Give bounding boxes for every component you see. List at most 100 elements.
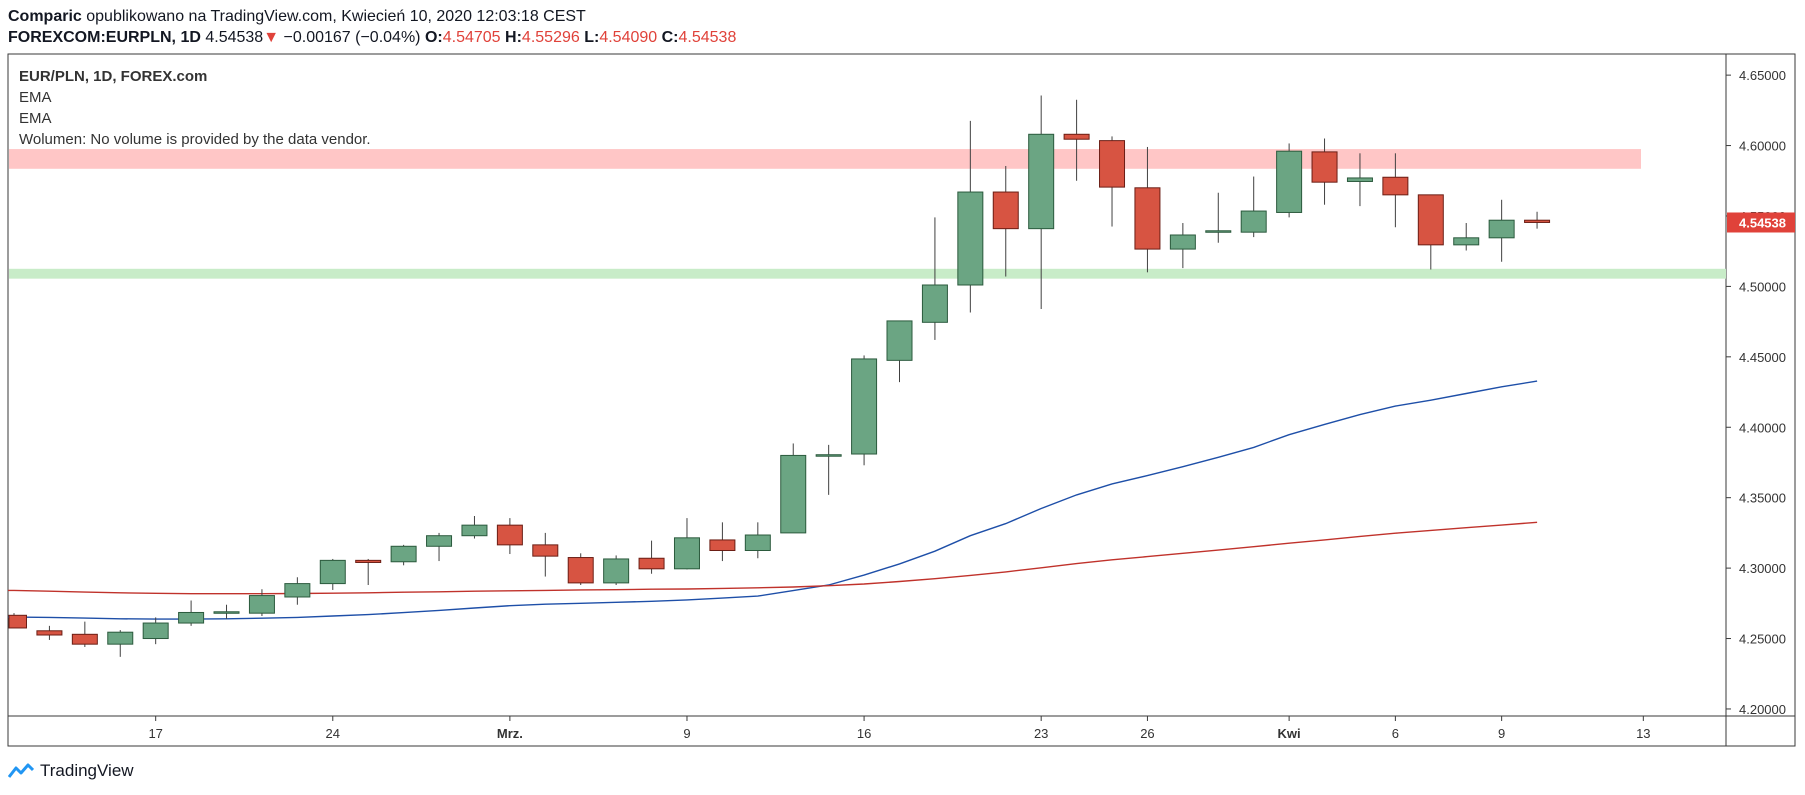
candle [532, 532, 559, 577]
candle-body [71, 633, 98, 645]
candle-body [957, 191, 984, 286]
candle-body [567, 557, 594, 584]
candle-body [921, 284, 948, 323]
candle-body [36, 630, 63, 636]
legend-ema-fast[interactable]: EMA [19, 89, 52, 106]
candle [1028, 95, 1055, 309]
candle [1205, 192, 1232, 243]
candle [886, 320, 913, 383]
candle [921, 217, 948, 340]
legend-volume[interactable]: Wolumen: No volume is provided by the da… [19, 131, 371, 148]
candle-body [886, 320, 913, 361]
down-arrow-icon: ▼ [263, 29, 280, 46]
last-price-badge [1727, 212, 1795, 233]
x-tick-label: 17 [148, 726, 162, 741]
candle [638, 540, 665, 574]
support-zone [9, 268, 1726, 279]
candle-body [1524, 219, 1551, 223]
y-tick-label: 4.40000 [1739, 420, 1786, 435]
y-tick-label: 4.25000 [1739, 632, 1786, 647]
candle [851, 355, 878, 466]
x-tick-label: 13 [1636, 726, 1650, 741]
candle-body [355, 559, 382, 563]
chart-header: Comparic opublikowano na TradingView.com… [8, 6, 736, 48]
candle-body [248, 595, 275, 614]
candle-body [1276, 150, 1303, 213]
y-tick-label: 4.45000 [1739, 350, 1786, 365]
candle [319, 558, 346, 590]
candle [36, 625, 63, 640]
candle-body [851, 358, 878, 455]
candle-body [1028, 133, 1055, 230]
x-tick-label: 24 [326, 726, 340, 741]
candle [1453, 223, 1480, 251]
candle [8, 613, 27, 629]
candle [178, 600, 205, 626]
x-tick-label: 16 [857, 726, 871, 741]
candle [461, 515, 488, 539]
y-tick-label: 4.35000 [1739, 491, 1786, 506]
y-tick-label: 4.50000 [1739, 279, 1786, 294]
candle [142, 617, 169, 645]
candle [1169, 223, 1196, 269]
candle-body [8, 614, 27, 629]
x-tick-label: 26 [1140, 726, 1154, 741]
x-tick-label: Mrz. [497, 726, 523, 741]
candle-body [532, 544, 559, 557]
candle [603, 555, 630, 586]
current-price: 4.54538 [205, 29, 264, 46]
x-tick-label: 9 [683, 726, 690, 741]
candle [709, 522, 736, 562]
y-tick-label: 4.60000 [1739, 139, 1786, 154]
candle [815, 444, 842, 495]
candle-body [603, 558, 630, 584]
chart-legend: EUR/PLN, 1D, FOREX.com EMA EMA Wolumen: … [19, 66, 371, 150]
candle [1276, 143, 1303, 218]
symbol-label: FOREXCOM:EURPLN, 1D [8, 29, 201, 46]
candle [1311, 138, 1338, 205]
close-label: C: [661, 29, 679, 46]
tradingview-logo[interactable]: TradingView [8, 761, 134, 781]
candle [213, 604, 240, 619]
candle [957, 120, 984, 313]
resistance-zone [9, 149, 1641, 169]
candle [992, 165, 1019, 277]
author-name[interactable]: Comparic [8, 8, 82, 25]
candle-body [496, 524, 523, 546]
legend-title[interactable]: EUR/PLN, 1D, FOREX.com [19, 68, 208, 85]
candle-body [744, 534, 771, 552]
y-tick-label: 4.30000 [1739, 561, 1786, 576]
candle [1240, 176, 1267, 238]
candle-body [1240, 210, 1267, 233]
candle-body [461, 524, 488, 537]
price-change: −0.00167 (−0.04%) [283, 29, 421, 46]
candle [744, 522, 771, 559]
ema_slow-line [8, 521, 1538, 595]
high-label: H: [505, 29, 522, 46]
low-value: 4.54090 [599, 29, 658, 46]
candle [107, 630, 134, 657]
candle-body [992, 191, 1019, 230]
candle-body [638, 557, 665, 570]
candle [1524, 211, 1551, 229]
y-tick-label: 4.20000 [1739, 702, 1786, 717]
candle [248, 589, 275, 616]
legend-ema-slow[interactable]: EMA [19, 110, 52, 127]
candle [1382, 153, 1409, 228]
low-label: L: [584, 29, 600, 46]
candle-body [1099, 140, 1126, 188]
ema_fast-line [8, 380, 1538, 620]
candle-body [319, 559, 346, 585]
candle-body [1134, 187, 1161, 250]
candle-body [213, 611, 240, 614]
tradingview-brand: TradingView [40, 761, 134, 780]
x-tick-label: 23 [1034, 726, 1048, 741]
candle [567, 553, 594, 586]
candle-body [1205, 230, 1232, 233]
candle-body [709, 539, 736, 551]
last-price-label: 4.54538 [1739, 215, 1786, 230]
candle [1417, 194, 1444, 270]
candle-body [1417, 194, 1444, 246]
publish-line: Comparic opublikowano na TradingView.com… [8, 6, 736, 27]
